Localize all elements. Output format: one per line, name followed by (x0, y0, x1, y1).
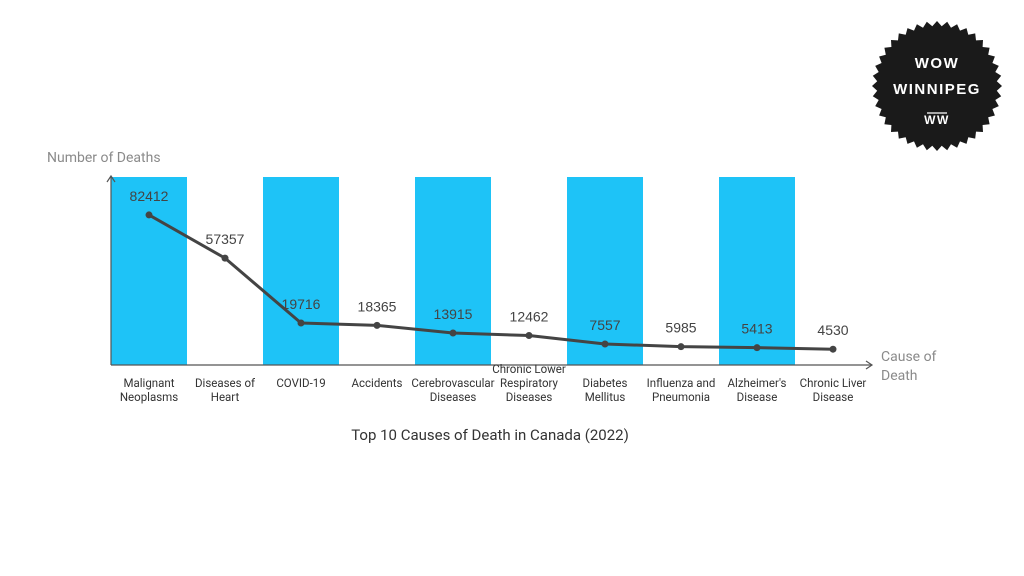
data-point (449, 329, 457, 337)
data-point (221, 254, 229, 262)
value-label: 4530 (817, 322, 848, 338)
column-band (719, 177, 795, 365)
x-tick-label: Malignant Neoplasms (119, 376, 179, 404)
x-axis-label: Cause of Death (881, 349, 937, 384)
column-band (567, 177, 643, 365)
logo: WOW WINNIPEG WW (872, 21, 1002, 151)
x-tick-label: COVID-19 (276, 376, 326, 390)
column-band (415, 177, 491, 365)
logo-badge (872, 21, 1002, 151)
column-band (111, 177, 187, 365)
data-point (829, 345, 837, 353)
value-label: 5985 (665, 320, 696, 336)
x-tick-label: Influenza and Pneumonia (646, 376, 716, 404)
logo-text: WOW (915, 55, 959, 72)
chart-title: Top 10 Causes of Death in Canada (2022) (351, 426, 629, 444)
value-label: 13915 (434, 306, 473, 322)
data-point (297, 319, 305, 327)
x-tick-label: Alzheimer's Disease (727, 376, 787, 404)
value-label: 7557 (589, 317, 620, 333)
x-tick-label: Chronic Liver Disease (799, 376, 867, 404)
data-point (601, 340, 609, 348)
column-band (263, 177, 339, 365)
logo-text: WW (924, 113, 950, 127)
x-tick-label: Diabetes Mellitus (582, 376, 628, 404)
data-line (148, 213, 834, 351)
value-label: 57357 (206, 231, 245, 247)
value-label: 19716 (282, 296, 321, 312)
data-point (753, 344, 761, 352)
value-label: 18365 (358, 298, 397, 314)
y-axis-arrow (106, 174, 116, 183)
value-label: 82412 (130, 188, 169, 204)
data-point (525, 332, 533, 340)
value-label: 5413 (741, 321, 772, 337)
data-point (373, 321, 381, 329)
x-axis-arrow (865, 360, 874, 370)
value-label: 12462 (510, 309, 549, 325)
data-point (677, 343, 685, 351)
logo-text: WINNIPEG (893, 81, 981, 98)
x-tick-label: Chronic Lower Respiratory Diseases (492, 362, 566, 404)
x-tick-label: Cerebrovascular Diseases (411, 376, 495, 404)
x-tick-label: Accidents (351, 376, 403, 390)
data-point (145, 211, 153, 219)
y-axis-label: Number of Deaths (47, 150, 161, 166)
x-tick-label: Diseases of Heart (194, 376, 255, 404)
